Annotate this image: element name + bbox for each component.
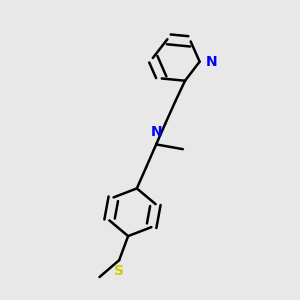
Text: N: N <box>150 125 162 139</box>
Text: S: S <box>114 264 124 278</box>
Text: N: N <box>206 55 218 69</box>
